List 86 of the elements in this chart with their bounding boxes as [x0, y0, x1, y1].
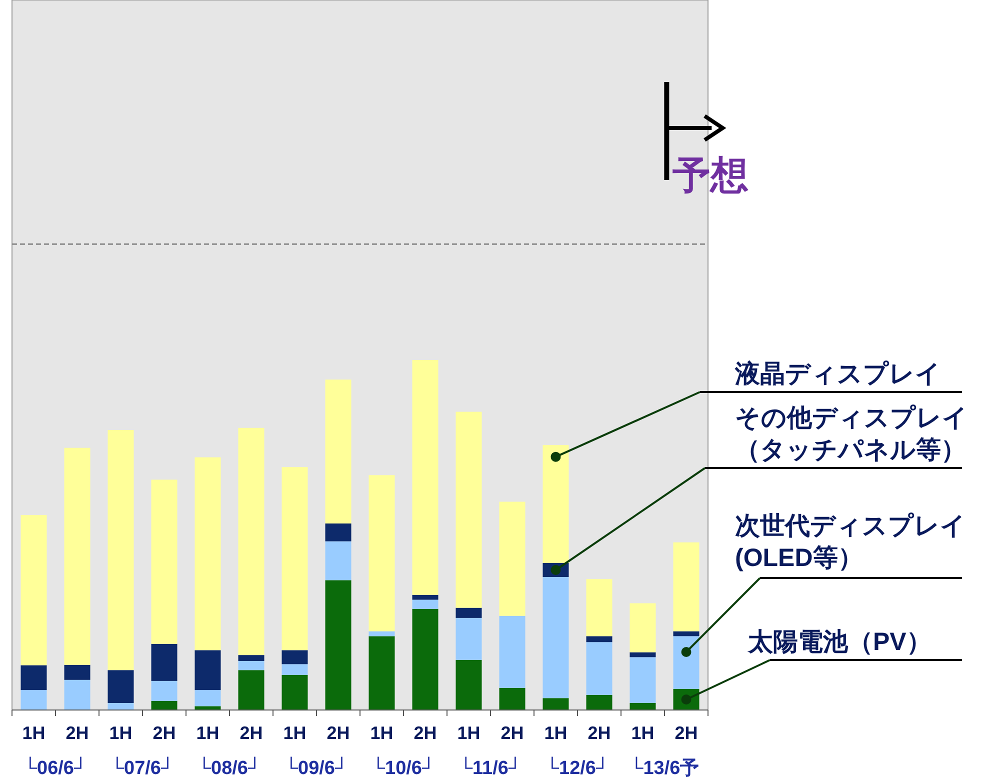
bar — [586, 694, 612, 710]
bar — [456, 618, 482, 660]
text: 次世代ディスプレイ(OLED等） — [735, 511, 967, 574]
text: └12/6┘ — [546, 756, 610, 779]
text: └06/6┘ — [24, 756, 88, 779]
x-tick-label: 2H — [500, 723, 524, 743]
bar — [412, 608, 438, 710]
x-tick-label: 2H — [588, 723, 611, 743]
text: 太陽電池（PV） — [748, 627, 932, 658]
bar — [542, 698, 569, 710]
bar — [586, 642, 612, 695]
bar — [630, 703, 656, 710]
bar — [368, 631, 395, 636]
text: └09/6┘ — [284, 756, 348, 779]
x-tick-label: 1H — [283, 723, 306, 743]
bar — [238, 655, 264, 661]
bar — [108, 430, 134, 670]
text: その他ディスプレイ（タッチパネル等） — [735, 403, 969, 466]
bar — [20, 690, 47, 710]
bar — [282, 675, 308, 710]
x-tick-label: 2H — [66, 723, 89, 743]
bar — [542, 577, 569, 698]
bar — [325, 541, 352, 580]
x-tick-label: 2H — [414, 723, 437, 743]
x-tick-label: 1H — [457, 723, 480, 743]
x-tick-label: 1H — [544, 723, 568, 743]
bar — [238, 661, 264, 670]
bar — [673, 542, 700, 632]
bar — [20, 515, 47, 666]
bar — [499, 688, 526, 710]
bar — [64, 680, 90, 710]
bar — [630, 603, 656, 652]
bar — [456, 608, 482, 618]
x-tick-label: 1H — [631, 723, 654, 743]
bar — [238, 428, 264, 656]
bar — [238, 670, 264, 710]
text: └11/6┘ — [459, 756, 522, 779]
bar — [586, 636, 612, 642]
text: └08/6┘ — [198, 756, 262, 779]
bar — [630, 652, 656, 658]
bar — [673, 636, 700, 689]
bar — [325, 523, 352, 542]
x-tick-label: 1H — [196, 723, 220, 743]
bar — [282, 650, 308, 664]
bar — [499, 502, 526, 616]
bar — [194, 457, 221, 650]
bar — [64, 664, 90, 680]
bar — [368, 636, 395, 710]
bar — [325, 580, 352, 710]
text: └13/6予 — [630, 756, 700, 779]
bar — [64, 448, 90, 665]
x-tick-label: 1H — [370, 723, 394, 743]
x-tick-label: 2H — [326, 723, 350, 743]
bar — [194, 706, 221, 710]
bar — [542, 445, 569, 563]
bar — [151, 644, 178, 681]
bar — [412, 600, 438, 609]
x-tick-label: 1H — [22, 723, 46, 743]
bar — [151, 480, 178, 644]
bar — [108, 670, 134, 703]
bar — [325, 380, 352, 524]
text: 予想 — [672, 155, 749, 197]
bar — [282, 664, 308, 675]
bar — [282, 467, 308, 650]
bar — [194, 650, 221, 690]
bar — [630, 657, 656, 703]
text: └10/6┘ — [372, 756, 436, 779]
bar — [151, 680, 178, 701]
bar — [108, 703, 134, 710]
text: 液晶ディスプレイ — [735, 359, 942, 390]
bar — [20, 665, 47, 690]
bar — [412, 594, 438, 600]
bar — [412, 360, 438, 595]
bar — [368, 475, 395, 632]
bar — [586, 579, 612, 636]
x-tick-label: 1H — [109, 723, 132, 743]
x-tick-label: 2H — [240, 723, 263, 743]
x-tick-label: 2H — [674, 723, 698, 743]
text: └07/6┘ — [110, 756, 174, 779]
bar — [673, 631, 700, 636]
bar — [456, 412, 482, 608]
bar — [499, 616, 526, 688]
bar — [194, 690, 221, 706]
bar — [151, 700, 178, 710]
x-tick-label: 2H — [152, 723, 176, 743]
bar — [456, 660, 482, 710]
